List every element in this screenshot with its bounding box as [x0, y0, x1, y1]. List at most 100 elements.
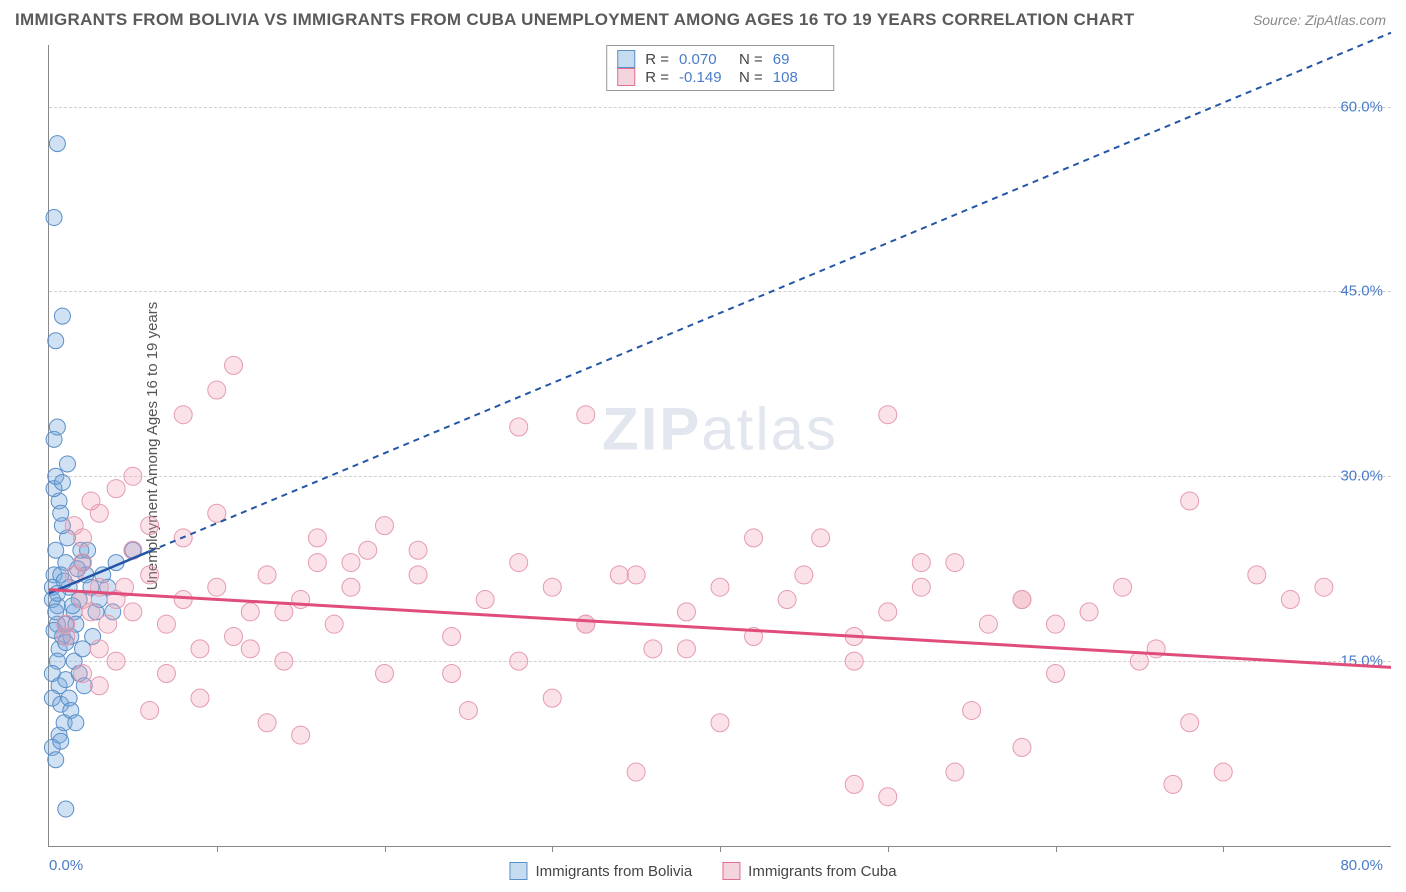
- data-point: [845, 775, 863, 793]
- data-point: [308, 554, 326, 572]
- data-point: [946, 554, 964, 572]
- data-point: [1281, 591, 1299, 609]
- data-point: [1164, 775, 1182, 793]
- data-point: [74, 554, 92, 572]
- data-point: [82, 603, 100, 621]
- data-point: [1181, 714, 1199, 732]
- data-point: [57, 628, 75, 646]
- data-point: [644, 640, 662, 658]
- data-point: [124, 603, 142, 621]
- data-point: [53, 505, 69, 521]
- data-point: [48, 333, 64, 349]
- data-point: [208, 381, 226, 399]
- source-attribution: Source: ZipAtlas.com: [1253, 12, 1386, 28]
- data-point: [1047, 615, 1065, 633]
- data-point: [1130, 652, 1148, 670]
- data-point: [979, 615, 997, 633]
- data-point: [1248, 566, 1266, 584]
- data-point: [1214, 763, 1232, 781]
- data-point: [191, 689, 209, 707]
- data-point: [1013, 738, 1031, 756]
- data-point: [711, 578, 729, 596]
- data-point: [1181, 492, 1199, 510]
- data-point: [543, 578, 561, 596]
- data-point: [49, 136, 65, 152]
- x-tick: [1223, 846, 1224, 852]
- data-point: [292, 726, 310, 744]
- data-point: [677, 640, 695, 658]
- data-point: [443, 664, 461, 682]
- data-point: [241, 603, 259, 621]
- data-point: [610, 566, 628, 584]
- data-point: [510, 652, 528, 670]
- bolivia-legend-label: Immigrants from Bolivia: [535, 863, 692, 880]
- data-point: [258, 714, 276, 732]
- x-tick: [1056, 846, 1057, 852]
- data-point: [74, 664, 92, 682]
- data-point: [225, 356, 243, 374]
- data-point: [208, 578, 226, 596]
- data-point: [1047, 664, 1065, 682]
- data-point: [124, 467, 142, 485]
- chart-title: IMMIGRANTS FROM BOLIVIA VS IMMIGRANTS FR…: [15, 10, 1135, 30]
- data-point: [48, 542, 64, 558]
- data-point: [275, 652, 293, 670]
- data-point: [54, 308, 70, 324]
- data-point: [141, 701, 159, 719]
- data-point: [58, 801, 74, 817]
- data-point: [845, 652, 863, 670]
- cuba-legend-label: Immigrants from Cuba: [748, 863, 896, 880]
- data-point: [409, 566, 427, 584]
- data-point: [342, 554, 360, 572]
- cuba-legend-swatch-icon: [722, 862, 740, 880]
- data-point: [376, 517, 394, 535]
- data-point: [627, 566, 645, 584]
- x-axis-max-label: 80.0%: [1340, 857, 1383, 874]
- data-point: [99, 615, 117, 633]
- data-point: [812, 529, 830, 547]
- data-point: [90, 640, 108, 658]
- data-point: [107, 480, 125, 498]
- legend-item-cuba: Immigrants from Cuba: [722, 862, 896, 880]
- data-point: [82, 492, 100, 510]
- scatter-plot-svg: [49, 45, 1391, 846]
- data-point: [46, 210, 62, 226]
- bolivia-legend-swatch-icon: [509, 862, 527, 880]
- data-point: [912, 554, 930, 572]
- chart-plot-area: ZIPatlas 15.0%30.0%45.0%60.0% R = 0.070 …: [48, 45, 1391, 847]
- legend-item-bolivia: Immigrants from Bolivia: [509, 862, 692, 880]
- data-point: [325, 615, 343, 633]
- data-point: [1315, 578, 1333, 596]
- data-point: [745, 529, 763, 547]
- x-tick: [720, 846, 721, 852]
- trend-line-dashed: [150, 33, 1391, 552]
- x-tick: [385, 846, 386, 852]
- data-point: [577, 406, 595, 424]
- data-point: [68, 715, 84, 731]
- data-point: [174, 406, 192, 424]
- data-point: [711, 714, 729, 732]
- data-point: [1013, 591, 1031, 609]
- data-point: [409, 541, 427, 559]
- data-point: [90, 677, 108, 695]
- data-point: [946, 763, 964, 781]
- data-point: [191, 640, 209, 658]
- x-tick: [888, 846, 889, 852]
- data-point: [443, 628, 461, 646]
- data-point: [174, 591, 192, 609]
- data-point: [241, 640, 259, 658]
- data-point: [359, 541, 377, 559]
- data-point: [49, 419, 65, 435]
- x-axis-min-label: 0.0%: [49, 857, 83, 874]
- data-point: [459, 701, 477, 719]
- data-point: [65, 517, 83, 535]
- data-point: [308, 529, 326, 547]
- data-point: [543, 689, 561, 707]
- data-point: [1080, 603, 1098, 621]
- data-point: [59, 456, 75, 472]
- data-point: [342, 578, 360, 596]
- data-point: [677, 603, 695, 621]
- data-point: [795, 566, 813, 584]
- x-tick: [217, 846, 218, 852]
- data-point: [376, 664, 394, 682]
